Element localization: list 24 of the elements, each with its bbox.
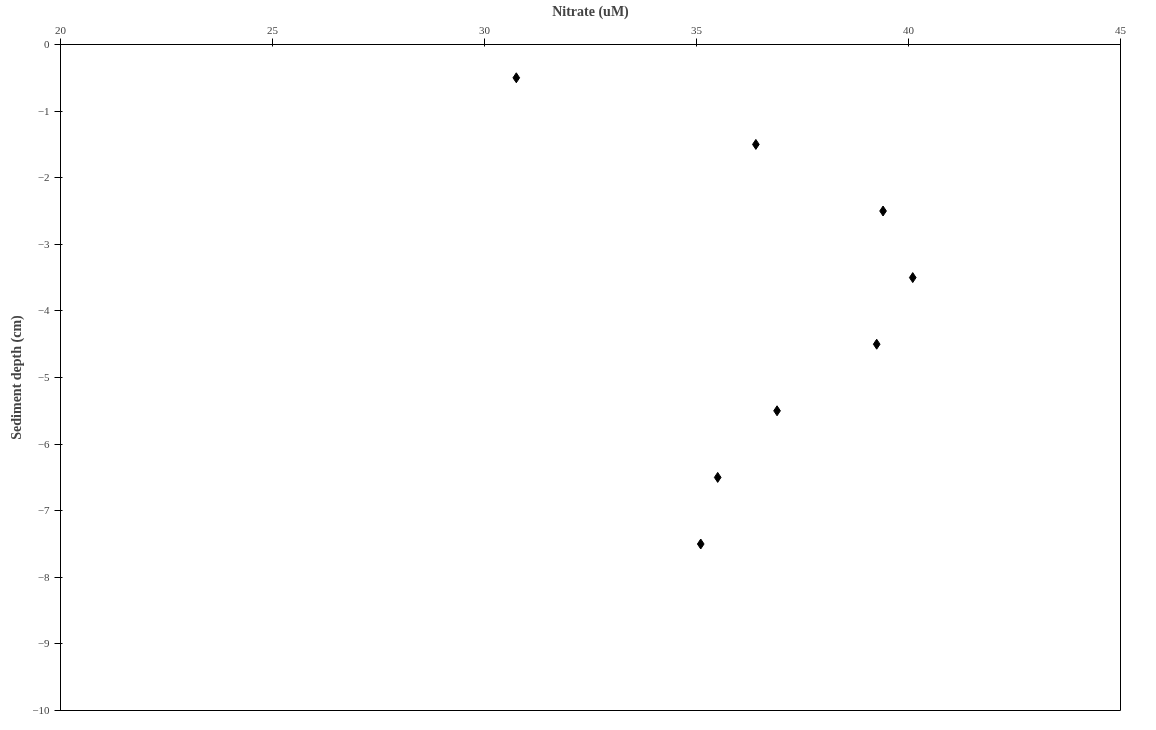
x-tick-label: 35 <box>691 23 703 36</box>
x-tick-label: 20 <box>55 23 67 36</box>
y-tick-label: −8 <box>37 570 50 583</box>
y-tick-label: −2 <box>37 171 50 184</box>
point <box>512 72 521 84</box>
point <box>908 272 917 284</box>
y-tick-label: 0 <box>44 38 50 50</box>
y-tick-label: −7 <box>37 504 50 517</box>
y-tick-label: −3 <box>37 237 50 250</box>
y-tick-label: −5 <box>37 371 50 383</box>
y-tick-label: −4 <box>37 304 50 317</box>
point <box>872 338 881 350</box>
y-tick-label: −10 <box>32 704 50 716</box>
x-tick-label: 30 <box>479 23 491 36</box>
x-tick-label: 25 <box>267 23 279 36</box>
point <box>696 538 705 550</box>
y-axis-title: Sediment depth (cm) <box>9 314 26 440</box>
point <box>713 471 722 483</box>
y-tick-label: −9 <box>37 637 50 650</box>
x-axis-title: Nitrate (uM) <box>552 3 630 20</box>
x-tick-label: 45 <box>1115 23 1127 36</box>
x-tick-label: 40 <box>903 23 915 36</box>
y-tick-label: −6 <box>37 437 50 450</box>
y-tick-label: −1 <box>37 104 50 117</box>
